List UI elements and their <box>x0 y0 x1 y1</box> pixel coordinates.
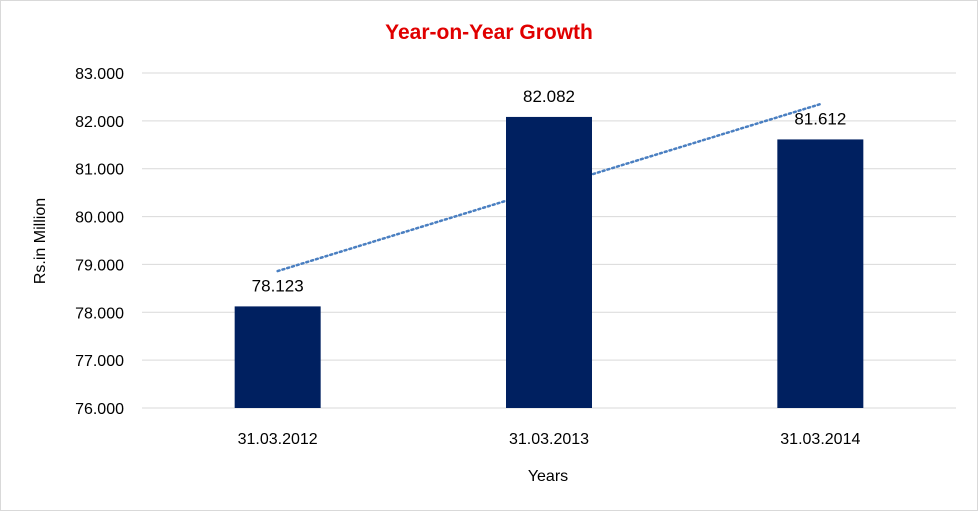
x-tick-label: 31.03.2013 <box>509 431 589 448</box>
data-label: 82.082 <box>523 87 575 106</box>
x-tick-label: 31.03.2012 <box>238 431 318 448</box>
bar <box>506 116 592 408</box>
data-label: 78.123 <box>252 276 304 295</box>
y-axis-title: Rs.in Million <box>32 198 49 284</box>
y-tick-label: 76.000 <box>75 401 124 418</box>
y-tick-label: 79.000 <box>75 257 124 274</box>
chart-title: Year-on-Year Growth <box>385 21 593 44</box>
y-tick-label: 78.000 <box>75 305 124 322</box>
y-axis-ticks: 76.000 77.000 78.000 79.000 80.000 81.000 82.0… <box>75 66 124 418</box>
bar <box>234 306 321 408</box>
x-axis-ticks: 31.03.2012 31.03.2013 31.03.2014 <box>238 431 861 448</box>
y-tick-label: 83.000 <box>75 66 124 83</box>
x-axis-title: Years <box>528 468 568 485</box>
bar <box>777 139 864 408</box>
y-tick-label: 81.000 <box>75 162 124 179</box>
y-tick-label: 80.000 <box>75 210 124 227</box>
data-labels: 78.123 82.082 81.612 <box>252 87 847 295</box>
y-tick-label: 77.000 <box>75 353 124 370</box>
y-tick-label: 82.000 <box>75 114 124 131</box>
data-label: 81.612 <box>794 109 846 128</box>
bars <box>234 116 864 408</box>
x-tick-label: 31.03.2014 <box>780 431 860 448</box>
